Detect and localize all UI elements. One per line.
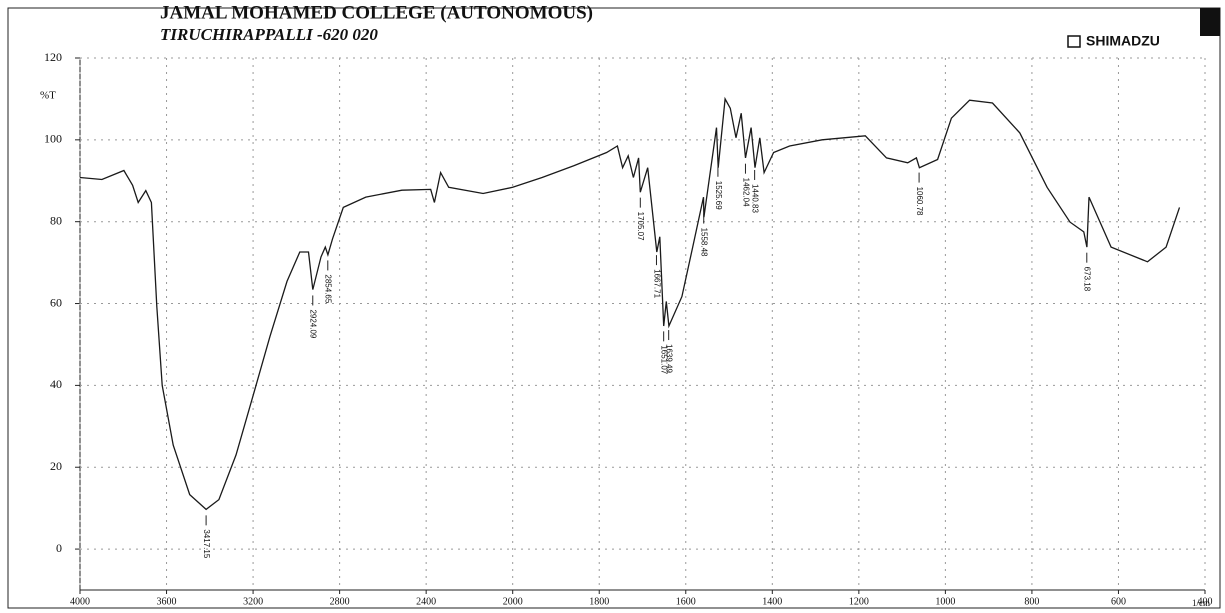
x-tick-label: 3600	[157, 596, 177, 607]
x-tick-label: 3200	[243, 596, 263, 607]
peak-label: 1639.49	[665, 344, 674, 373]
peak-label: 1462.04	[741, 178, 750, 207]
x-axis-label: 1/cm	[1192, 598, 1210, 608]
peak-label: 1667.71	[652, 269, 661, 298]
y-tick-label: 0	[56, 541, 62, 555]
peak-label: 673.18	[1083, 267, 1092, 292]
y-axis-label: %T	[40, 90, 56, 102]
peak-label: 3417.15	[202, 529, 211, 558]
y-tick-label: 100	[44, 132, 62, 146]
spectrum-line	[79, 96, 1181, 511]
y-tick-label: 80	[50, 213, 62, 227]
frame	[7, 7, 1221, 609]
x-tick-label: 2400	[416, 596, 436, 607]
y-tick-label: 60	[50, 295, 62, 309]
x-tick-label: 1400	[762, 596, 782, 607]
x-tick-label: 4000	[70, 596, 90, 607]
peak-label: 1525.69	[714, 181, 723, 210]
x-tick-label: 1000	[935, 596, 955, 607]
peak-label: 1558.48	[700, 228, 709, 257]
peak-label: 1440.83	[751, 184, 760, 213]
x-tick-label: 800	[1024, 596, 1039, 607]
corner-mark	[1200, 8, 1220, 36]
x-tick-label: 2000	[503, 596, 523, 607]
peak-label: 2854.65	[324, 274, 333, 303]
x-tick-label: 600	[1111, 596, 1126, 607]
x-tick-label: 2800	[330, 596, 350, 607]
x-tick-label: 400	[1198, 596, 1213, 607]
y-tick-label: 120	[44, 50, 62, 64]
peak-label: 2924.09	[309, 309, 318, 338]
chart-title: JAMAL MOHAMED COLLEGE (AUTONOMOUS)	[160, 2, 593, 23]
x-tick-label: 1200	[849, 596, 869, 607]
y-tick-label: 40	[50, 377, 62, 391]
x-tick-label: 1600	[676, 596, 696, 607]
peak-label: 1705.07	[636, 212, 645, 241]
chart-subtitle: TIRUCHIRAPPALLI -620 020	[160, 25, 378, 44]
brand: SHIMADZU	[1086, 33, 1160, 49]
peak-label: 1060.78	[915, 187, 924, 216]
brand-logo	[1067, 35, 1081, 48]
x-tick-label: 1800	[589, 596, 609, 607]
peak-label: 1651.07	[660, 345, 669, 374]
y-tick-label: 20	[50, 459, 62, 473]
